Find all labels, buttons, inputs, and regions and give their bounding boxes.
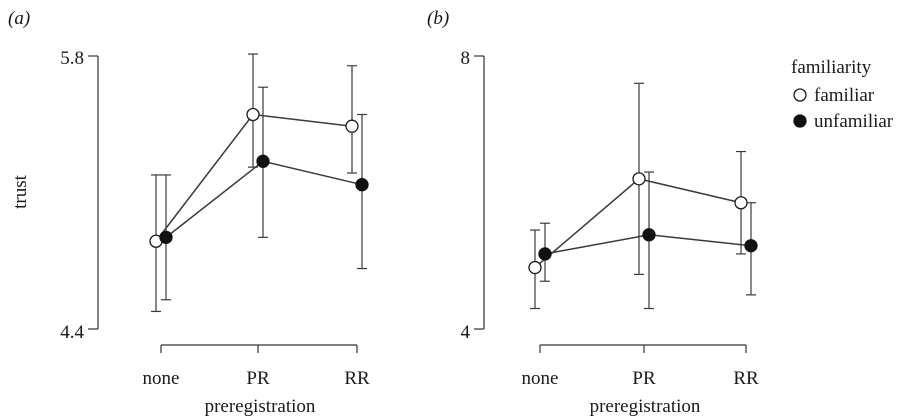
panel-a-ylabel: trust xyxy=(10,174,31,209)
panel-a-xtick-pr: PR xyxy=(246,368,270,389)
legend-unfamiliar-label: unfamiliar xyxy=(814,111,894,132)
legend-familiar-label: familiar xyxy=(814,85,875,106)
panel-a-xlabel: preregistration xyxy=(205,396,316,417)
panel-a-label: (a) xyxy=(8,8,30,29)
panel-b-familiar-point-pr xyxy=(632,172,646,186)
legend-title: familiarity xyxy=(791,57,872,78)
panel-a-xtick-rr: RR xyxy=(344,368,370,389)
legend-unfamiliar-marker xyxy=(793,114,807,128)
panel-b-label: (b) xyxy=(427,8,449,29)
panel-a: (a) trust 5.8 4.4 none PR RR preregistra… xyxy=(8,8,370,417)
panel-b: (b) 8 4 none PR RR preregistration xyxy=(427,8,759,417)
panel-b-xlabel: preregistration xyxy=(590,396,701,417)
panel-b-xtick-rr: RR xyxy=(733,368,759,389)
panel-b-unfamiliar-point-pr xyxy=(642,228,656,242)
panel-a-unfamiliar-point-none xyxy=(159,230,173,245)
panel-a-unfamiliar-point-pr xyxy=(256,154,270,168)
panel-a-unfamiliar-line xyxy=(165,160,363,238)
panel-b-ytick-top: 8 xyxy=(461,48,471,69)
panel-b-unfamiliar-point-none xyxy=(538,247,552,261)
panel-b-xtick-none: none xyxy=(522,368,559,389)
legend-familiar-marker xyxy=(793,88,807,102)
panel-a-familiar-point-pr xyxy=(246,107,260,122)
panel-a-ytick-top: 5.8 xyxy=(60,48,84,69)
panel-b-xtick-pr: PR xyxy=(632,368,656,389)
panel-a-ytick-bottom: 4.4 xyxy=(60,322,84,343)
panel-b-familiar-point-rr xyxy=(734,196,748,210)
panel-b-unfamiliar-point-rr xyxy=(744,239,758,253)
panel-b-ytick-bottom: 4 xyxy=(461,322,471,343)
panel-a-plot xyxy=(88,53,369,353)
panel-a-unfamiliar-point-rr xyxy=(355,178,369,192)
panel-a-xtick-none: none xyxy=(143,368,180,389)
panel-b-familiar-point-none xyxy=(528,260,542,275)
panel-a-familiar-point-rr xyxy=(345,119,359,133)
legend: familiarity familiar unfamiliar xyxy=(791,57,894,132)
panel-b-plot xyxy=(474,55,758,353)
panel-b-familiar-line xyxy=(534,178,742,269)
